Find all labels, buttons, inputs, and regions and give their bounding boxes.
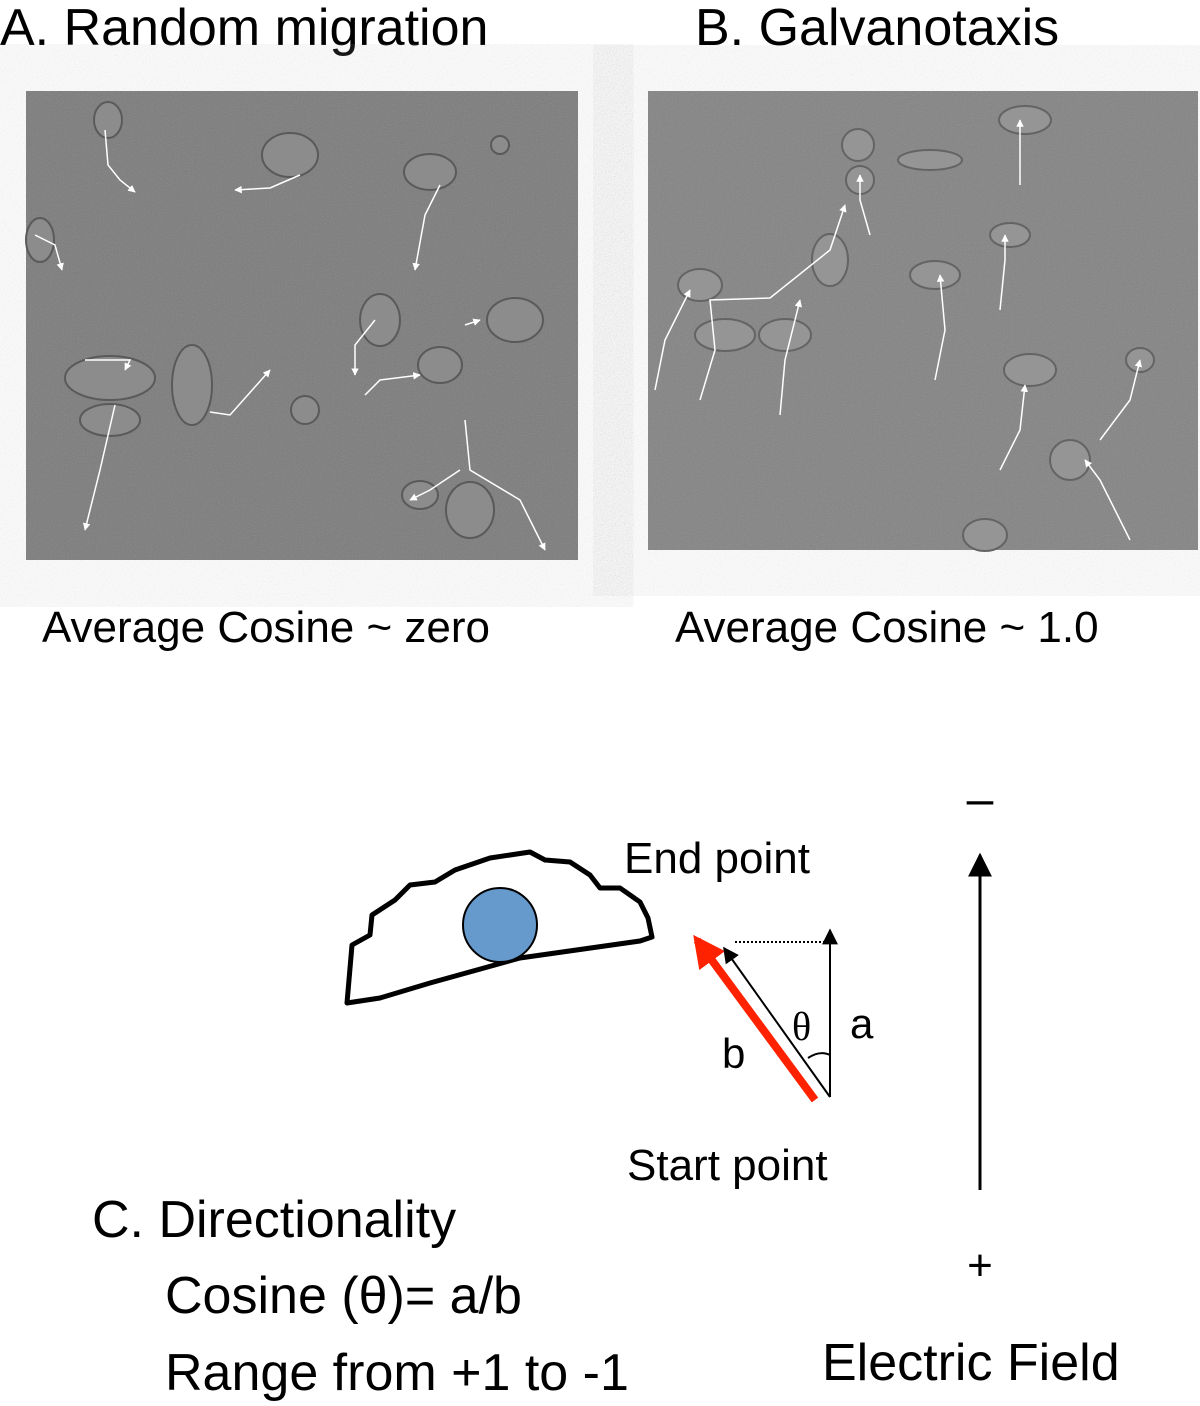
panel-b-title: B. Galvanotaxis — [695, 0, 1059, 57]
micrograph-galvanotaxis — [648, 91, 1198, 552]
cosine-formula: Cosine (θ)= a/b — [165, 1267, 522, 1325]
panel-a-caption: Average Cosine ~ zero — [42, 603, 490, 652]
range-text: Range from +1 to -1 — [165, 1344, 629, 1402]
panel-a-title: A. Random migration — [0, 0, 488, 57]
cell-diagram — [344, 849, 655, 1006]
displacement-arrow — [723, 946, 831, 1098]
micrograph-random-migration — [25, 91, 578, 560]
plus-label: + — [967, 1241, 993, 1290]
displacement-arrow-red — [693, 934, 819, 1103]
end-point-label: End point — [624, 834, 810, 883]
start-point-label: Start point — [627, 1141, 828, 1190]
panel-c-title: C. Directionality — [92, 1191, 456, 1249]
a-label: a — [850, 1000, 874, 1047]
electric-field-indicator: – + Electric Field — [822, 773, 1120, 1392]
angle-arc — [807, 1052, 831, 1059]
b-label: b — [722, 1030, 745, 1077]
panel-b-caption: Average Cosine ~ 1.0 — [675, 603, 1099, 652]
minus-label: – — [967, 773, 994, 826]
electric-field-label: Electric Field — [822, 1334, 1120, 1392]
vector-diagram: θ a b End point Start point — [624, 834, 874, 1190]
nucleus — [462, 887, 538, 963]
theta-label: θ — [792, 1004, 811, 1049]
